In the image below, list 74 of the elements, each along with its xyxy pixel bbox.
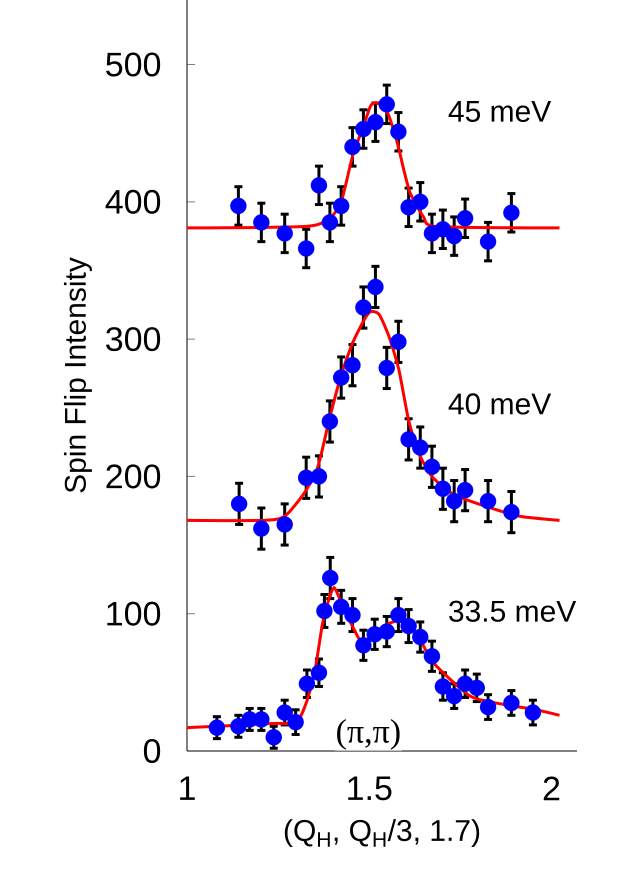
x-tick-label: 1 — [180, 776, 195, 800]
series-label: 40 meV — [448, 393, 552, 415]
series-label: 45 meV — [448, 101, 552, 122]
point — [298, 240, 314, 257]
point — [468, 680, 485, 696]
point — [310, 664, 328, 681]
point — [434, 480, 452, 497]
point — [310, 177, 328, 194]
point — [446, 688, 462, 704]
point — [322, 570, 338, 586]
point — [355, 120, 372, 138]
point — [456, 482, 474, 498]
point — [253, 520, 270, 537]
point — [298, 676, 316, 692]
point — [390, 334, 407, 350]
point — [412, 628, 428, 646]
point — [434, 678, 452, 695]
point — [367, 114, 384, 130]
point — [276, 225, 293, 242]
point — [446, 492, 462, 510]
point — [287, 714, 304, 730]
point — [446, 228, 462, 244]
point — [424, 648, 440, 664]
point — [332, 198, 350, 214]
x-tick-label: 1.5 — [348, 776, 392, 800]
point — [322, 214, 338, 231]
point — [378, 623, 395, 640]
point — [332, 598, 350, 616]
point — [355, 299, 372, 316]
point — [230, 718, 247, 734]
point — [344, 606, 361, 624]
point — [480, 492, 496, 510]
point — [266, 729, 282, 746]
point — [456, 210, 474, 226]
point — [503, 504, 520, 520]
series-label: 33.5 meV — [449, 600, 576, 622]
point — [412, 194, 428, 210]
x-tick-label: 2 — [544, 776, 560, 800]
point — [424, 458, 440, 475]
point — [378, 96, 395, 113]
point — [480, 698, 496, 716]
y-tick-label: 100 — [107, 602, 160, 626]
y-tick-label: 400 — [106, 190, 160, 214]
point — [253, 214, 270, 231]
point — [390, 124, 407, 140]
point — [276, 704, 293, 721]
y-tick-label: 300 — [106, 327, 160, 352]
point — [344, 138, 361, 156]
y-axis-title: Spin Flip Intensity — [64, 257, 92, 493]
y-tick-label: 500 — [106, 52, 160, 77]
point — [400, 431, 417, 448]
y-tick-label: 200 — [106, 464, 160, 488]
point — [355, 637, 372, 654]
x-axis-title: (Q$_{H}$, Q$_{H}$/3, 1.7) — [284, 819, 480, 848]
point — [310, 468, 328, 485]
annotation: (π,π) — [337, 718, 400, 750]
point — [276, 516, 293, 533]
point — [400, 618, 417, 634]
point — [230, 198, 247, 214]
point — [322, 413, 338, 430]
point — [367, 278, 384, 296]
point — [378, 360, 395, 376]
point — [503, 204, 520, 221]
point — [230, 496, 248, 512]
point — [344, 356, 361, 374]
point — [208, 719, 226, 736]
point — [412, 439, 428, 456]
point — [316, 602, 333, 620]
point — [480, 233, 496, 250]
point — [332, 369, 350, 386]
point — [524, 704, 542, 721]
point — [390, 606, 407, 624]
point — [503, 694, 520, 712]
y-tick-label: 0 — [144, 738, 160, 764]
